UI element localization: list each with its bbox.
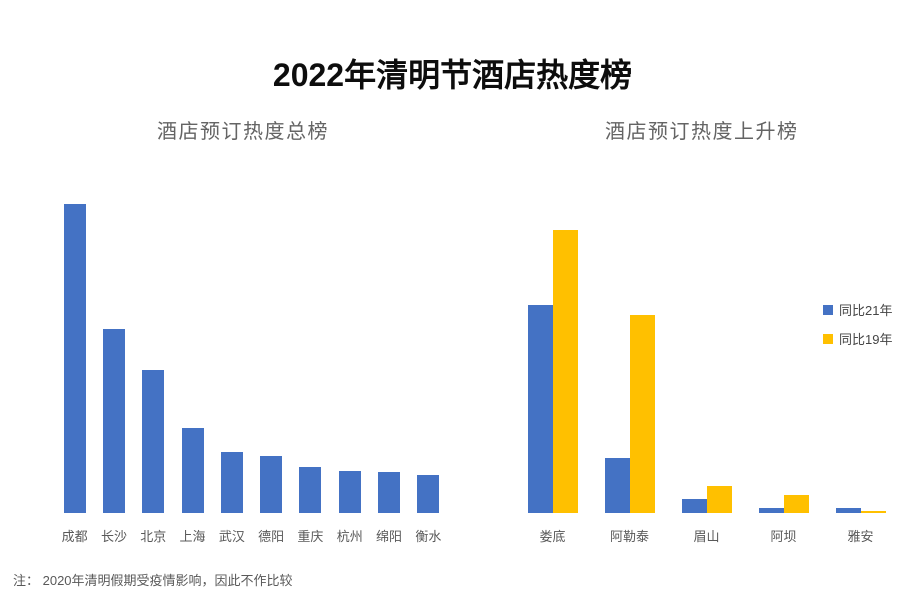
bar-group	[173, 204, 212, 513]
bar	[860, 510, 886, 513]
bar	[783, 494, 809, 513]
bar	[299, 466, 322, 513]
bar	[758, 508, 784, 513]
bar-group	[55, 204, 94, 513]
left-chart-category-axis: 成都 长沙 北京 上海 武汉 德阳 重庆 杭州 绵阳 衡水	[55, 526, 448, 545]
bar	[835, 508, 861, 513]
left-chart-title: 酒店预订热度总榜	[157, 121, 329, 143]
category-label: 绵阳	[376, 529, 403, 544]
legend: 同比21年 同比19年	[823, 300, 892, 348]
bar-group	[514, 230, 591, 513]
category-label: 杭州	[336, 529, 363, 544]
category-label: 衡水	[415, 529, 442, 544]
bar-group	[745, 230, 822, 513]
bar	[681, 499, 707, 513]
footnote: 注： 2020年清明假期受疫情影响，因此不作比较	[13, 573, 293, 588]
bar	[706, 485, 732, 513]
category-label: 阿坝	[770, 529, 797, 544]
bar	[338, 470, 361, 513]
category-label: 上海	[179, 529, 206, 544]
bar	[417, 475, 440, 513]
bar-group	[212, 204, 251, 513]
bar-group	[409, 204, 448, 513]
bar	[260, 456, 283, 513]
bar-group	[591, 230, 668, 513]
bar-group	[330, 204, 369, 513]
bar	[142, 369, 165, 513]
bar-group	[291, 204, 330, 513]
bar-group	[251, 204, 290, 513]
legend-item-yoy-2021: 同比21年	[823, 300, 892, 319]
legend-label-yoy-2019: 同比19年	[839, 332, 893, 347]
category-label: 重庆	[297, 529, 324, 544]
bar	[102, 329, 125, 513]
bar	[63, 204, 86, 513]
rising-ranking-bar-chart	[514, 230, 899, 513]
bar-group	[668, 230, 745, 513]
total-ranking-bar-chart	[55, 204, 448, 513]
category-label: 成都	[61, 529, 88, 544]
category-label: 眉山	[693, 529, 720, 544]
category-label: 武汉	[218, 529, 245, 544]
page-title: 2022年清明节酒店热度榜	[272, 57, 633, 93]
legend-swatch-blue-icon	[823, 304, 833, 315]
legend-swatch-gold-icon	[823, 333, 833, 344]
category-label: 阿勒泰	[609, 529, 649, 544]
bar-group	[134, 204, 173, 513]
category-label: 北京	[140, 529, 167, 544]
bar	[181, 428, 204, 513]
right-chart-title: 酒店预订热度上升榜	[605, 121, 799, 143]
bar	[527, 305, 553, 513]
bar	[378, 471, 401, 513]
bar-group	[822, 230, 899, 513]
bar	[552, 230, 578, 513]
bar-group	[369, 204, 408, 513]
bar	[629, 314, 655, 513]
right-chart-category-axis: 娄底 阿勒泰 眉山 阿坝 雅安	[514, 526, 899, 545]
bar	[220, 452, 243, 513]
legend-item-yoy-2019: 同比19年	[823, 329, 892, 348]
category-label: 娄底	[539, 529, 566, 544]
category-label: 长沙	[100, 529, 127, 544]
category-label: 雅安	[847, 529, 874, 544]
legend-label-yoy-2021: 同比21年	[839, 303, 893, 318]
category-label: 德阳	[258, 529, 285, 544]
bar-group	[94, 204, 133, 513]
bar	[604, 457, 630, 513]
